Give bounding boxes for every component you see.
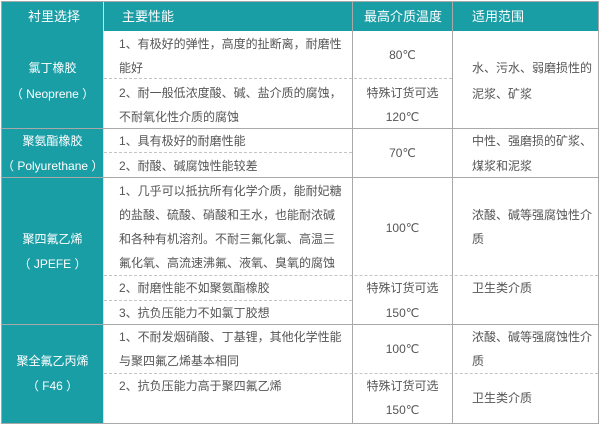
property-text: 1、几乎可以抵抗所有化学介质，能耐妃糖	[119, 184, 342, 198]
property-text: 不耐氧化性介质的腐蚀	[119, 110, 240, 124]
temp-note: 特殊订货可选	[366, 281, 439, 295]
header-properties: 主要性能	[122, 9, 175, 24]
application-text: 泥浆、矿浆	[472, 87, 533, 101]
header-lining: 衬里选择	[28, 9, 81, 24]
lining-code: （ JPEFE ）	[18, 257, 87, 271]
lining-name: 聚四氟乙烯	[22, 232, 83, 246]
temp-value: 100℃	[385, 342, 420, 356]
property-text: 2、耐酸、碱腐蚀性能较差	[119, 159, 258, 173]
dashed-divider	[104, 152, 352, 153]
property-text: 3、抗负压能力不如氯丁胶想	[119, 306, 270, 320]
application-text: 浓酸、碱等强腐蚀性介	[472, 330, 593, 344]
temp-value: 100℃	[385, 221, 420, 235]
divider	[1, 177, 599, 178]
property-text: 和各种有机溶剂。不耐三氟化氯、高温三	[119, 232, 336, 246]
divider	[452, 2, 453, 424]
application-text: 中性、强磨损的矿浆、	[472, 134, 593, 148]
property-text: 的盐酸、硫酸、硝酸和王水，也能耐浓碱	[119, 208, 336, 222]
application-text: 卫生类介质	[472, 281, 533, 295]
divider	[598, 2, 599, 424]
temp-note: 特殊订货可选	[366, 379, 439, 393]
divider	[1, 1, 599, 2]
property-text: 2、耐一般低浓度酸、碱、盐介质的腐蚀，	[119, 86, 342, 100]
temp-value: 70℃	[389, 146, 416, 160]
header-max-temp: 最高介质温度	[364, 9, 443, 24]
table-header	[2, 2, 598, 31]
property-text: 2、抗负压能力高于聚四氟乙烯	[119, 379, 282, 393]
lining-name: 氯丁橡胶	[28, 61, 77, 75]
temp-value: 150℃	[385, 403, 420, 417]
dashed-divider	[104, 275, 598, 276]
lining-code: （ F46 ）	[26, 379, 79, 393]
divider	[1, 324, 599, 325]
lining-code: （ Polyurethane ）	[2, 159, 104, 173]
dashed-divider	[104, 300, 352, 301]
application-text: 卫生类介质	[472, 391, 533, 405]
header-application: 适用范围	[472, 9, 525, 24]
lining-name: 聚氨酯橡胶	[22, 134, 83, 148]
property-text: 氟化氧、高流速沸氟、液氧、臭氧的腐蚀	[119, 256, 336, 270]
divider	[1, 423, 599, 424]
divider	[103, 2, 104, 424]
application-text: 水、污水、弱磨损性的	[472, 61, 593, 75]
lining-column	[2, 31, 103, 423]
lining-name: 聚全氟乙丙烯	[16, 354, 89, 368]
temp-note: 特殊订货可选	[366, 86, 439, 100]
application-text: 质	[472, 354, 485, 368]
dashed-divider	[104, 373, 598, 374]
dashed-divider	[104, 78, 452, 79]
temp-value: 80℃	[389, 48, 416, 62]
application-text: 浓酸、碱等强腐蚀性介	[472, 208, 593, 222]
divider	[352, 2, 353, 424]
application-text: 质	[472, 232, 485, 246]
temp-value: 150℃	[385, 306, 420, 320]
temp-value: 120℃	[385, 110, 420, 124]
property-text: 1、不耐发烟硝酸、丁基锂，其他化学性能	[119, 330, 342, 344]
property-text: 1、有极好的弹性，高度的扯断离，耐磨性	[119, 37, 342, 51]
property-text: 能好	[119, 61, 144, 75]
divider	[1, 128, 599, 129]
property-text: 与聚四氟乙烯基本相同	[119, 354, 240, 368]
lining-code: （ Neoprene ）	[10, 87, 95, 101]
divider	[1, 2, 2, 424]
property-text: 2、耐磨性能不如聚氨酯橡胶	[119, 281, 270, 295]
application-text: 煤浆和泥浆	[472, 159, 533, 173]
property-text: 1、具有极好的耐磨性能	[119, 134, 246, 148]
